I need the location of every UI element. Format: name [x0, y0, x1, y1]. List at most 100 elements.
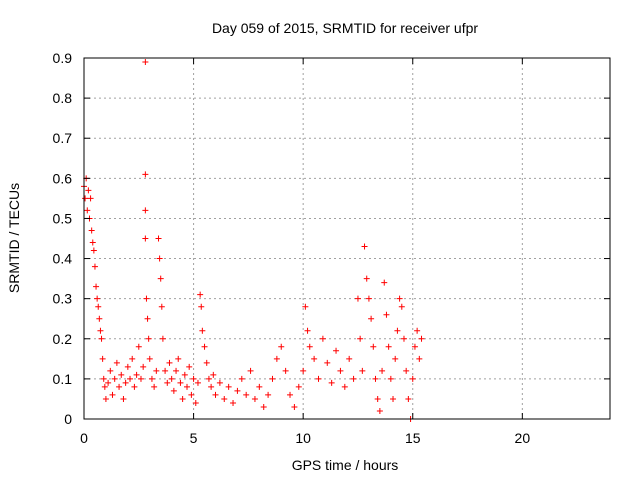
data-point: [319, 335, 326, 342]
data-point: [93, 283, 100, 290]
data-point: [140, 363, 147, 370]
data-point: [208, 383, 215, 390]
data-point: [168, 375, 175, 382]
data-point: [225, 383, 232, 390]
data-point: [153, 367, 160, 374]
data-point: [398, 303, 405, 310]
data-point: [181, 371, 188, 378]
data-point: [84, 207, 91, 214]
data-point: [405, 395, 412, 402]
data-point: [142, 171, 149, 178]
data-point: [199, 327, 206, 334]
data-point: [234, 387, 241, 394]
data-point: [151, 383, 158, 390]
data-point: [376, 407, 383, 414]
data-point: [102, 395, 109, 402]
y-tick-label: 0.3: [53, 291, 73, 307]
data-point: [175, 355, 182, 362]
data-point: [133, 371, 140, 378]
data-point: [107, 367, 114, 374]
data-point: [374, 395, 381, 402]
data-point: [145, 335, 152, 342]
y-tick-label: 0.6: [53, 170, 73, 186]
data-point: [94, 295, 101, 302]
data-point: [251, 395, 258, 402]
data-point: [158, 303, 165, 310]
data-point: [105, 379, 112, 386]
data-point: [392, 355, 399, 362]
data-point: [127, 375, 134, 382]
data-point: [418, 335, 425, 342]
data-point: [287, 391, 294, 398]
data-point: [155, 235, 162, 242]
data-point: [304, 327, 311, 334]
data-point: [265, 391, 272, 398]
data-point: [216, 379, 223, 386]
data-point: [328, 379, 335, 386]
y-axis-label: SRMTID / TECUs: [6, 183, 22, 293]
data-point: [91, 263, 98, 270]
data-point: [372, 375, 379, 382]
data-point: [346, 355, 353, 362]
data-point: [89, 239, 96, 246]
x-tick-label: 5: [190, 430, 198, 446]
data-point: [116, 383, 123, 390]
data-point: [131, 383, 138, 390]
data-point: [162, 367, 169, 374]
data-point: [194, 379, 201, 386]
data-point: [411, 343, 418, 350]
data-point: [361, 243, 368, 250]
data-point: [201, 343, 208, 350]
data-point: [179, 395, 186, 402]
data-point: [365, 295, 372, 302]
data-point: [95, 303, 102, 310]
data-point: [109, 391, 116, 398]
data-point: [113, 359, 120, 366]
data-point: [118, 371, 125, 378]
data-point: [333, 347, 340, 354]
data-point: [88, 227, 95, 234]
data-point: [210, 371, 217, 378]
data-point: [403, 367, 410, 374]
data-point: [120, 395, 127, 402]
data-point: [137, 375, 144, 382]
data-point: [306, 343, 313, 350]
data-point: [295, 383, 302, 390]
data-point: [129, 355, 136, 362]
data-point: [122, 379, 129, 386]
x-ticks: 0 5 10 15 20: [80, 58, 530, 446]
data-point: [260, 403, 267, 410]
data-point: [164, 379, 171, 386]
x-tick-label: 20: [515, 430, 531, 446]
chart-title: Day 059 of 2015, SRMTID for receiver ufp…: [212, 20, 478, 36]
data-point: [368, 315, 375, 322]
data-point: [85, 187, 92, 194]
data-point: [291, 403, 298, 410]
data-point: [359, 367, 366, 374]
y-tick-label: 0: [64, 411, 72, 427]
data-point: [148, 375, 155, 382]
x-tick-label: 10: [295, 430, 311, 446]
data-point: [416, 355, 423, 362]
data-point: [311, 355, 318, 362]
data-point: [414, 327, 421, 334]
data-point: [400, 335, 407, 342]
data-point: [385, 343, 392, 350]
data-point: [282, 367, 289, 374]
data-point: [370, 343, 377, 350]
data-point: [82, 195, 89, 202]
data-points: [81, 59, 425, 422]
data-point: [100, 375, 107, 382]
data-point: [381, 279, 388, 286]
data-point: [363, 275, 370, 282]
data-point: [302, 303, 309, 310]
data-point: [212, 391, 219, 398]
data-point: [256, 383, 263, 390]
data-point: [341, 383, 348, 390]
x-tick-label: 0: [80, 430, 88, 446]
data-point: [96, 315, 103, 322]
plot-frame: [83, 57, 611, 420]
data-point: [230, 399, 237, 406]
y-ticks: 0 0.1 0.2 0.3 0.4 0.5 0.6 0.7 0.8 0.9: [53, 50, 610, 427]
